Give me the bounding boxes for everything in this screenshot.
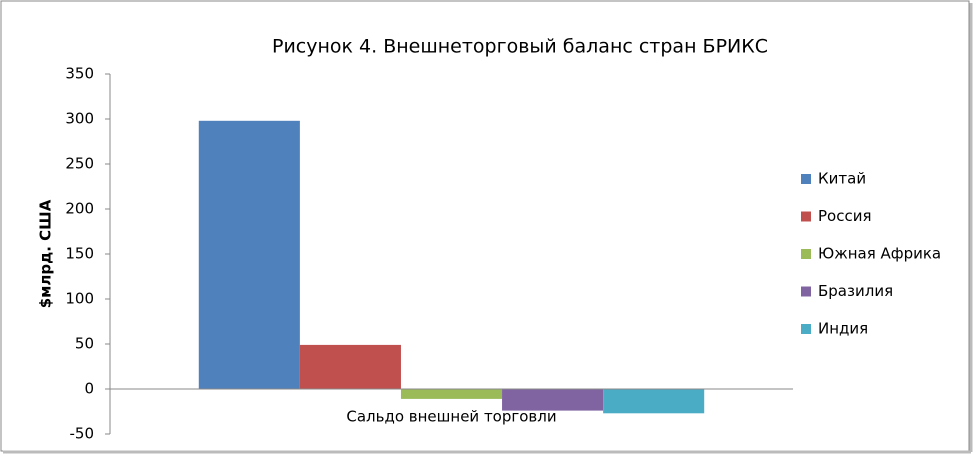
bar <box>299 344 401 389</box>
bar <box>502 389 604 411</box>
y-axis-title: $млрд. США <box>37 199 55 308</box>
legend-swatch <box>801 324 811 334</box>
legend-swatch <box>801 211 811 222</box>
y-tick-label: -50 <box>70 425 95 443</box>
chart-title: Рисунок 4. Внешнеторговый баланс стран Б… <box>272 36 768 58</box>
legend-label: Китай <box>818 170 866 188</box>
legend-swatch <box>801 286 811 297</box>
y-tick-label: 50 <box>75 335 94 353</box>
legend-swatch <box>801 249 811 259</box>
y-tick-label: 300 <box>65 110 94 128</box>
bar <box>400 389 503 399</box>
legend-label: Бразилия <box>818 282 893 300</box>
legend-label: Россия <box>818 207 872 225</box>
x-tick-label: Сальдо внешней торговли <box>346 408 556 426</box>
y-tick-label: 0 <box>84 380 94 398</box>
y-tick-label: 200 <box>65 200 94 218</box>
bar <box>198 120 300 390</box>
legend-label: Южная Африка <box>818 245 941 263</box>
y-tick-label: 250 <box>65 155 94 173</box>
legend-label: Индия <box>818 320 868 338</box>
y-tick-label: 150 <box>65 245 94 263</box>
y-tick-label: 100 <box>65 290 94 308</box>
bar <box>603 389 705 414</box>
y-tick-label: 350 <box>65 65 94 83</box>
legend-swatch <box>801 174 811 184</box>
